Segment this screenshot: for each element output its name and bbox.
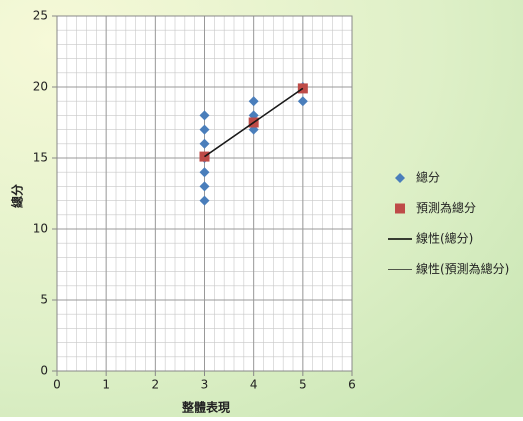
y-tick-label: 20 [33,80,48,94]
x-axis-label: 整體表現 [181,400,230,415]
diamond-marker [297,96,308,107]
diamond-marker [199,167,210,178]
x-tick-label: 0 [53,378,61,392]
legend-label: 總分 [416,170,440,185]
x-tick-label: 1 [102,378,110,392]
legend-label: 線性(總分) [416,231,473,246]
y-tick-label: 5 [40,293,48,307]
legend-label: 線性(預測為總分) [416,261,509,276]
x-tick-label: 3 [201,378,209,392]
diamond-marker [199,181,210,192]
x-tick-label: 2 [152,378,160,392]
diamond-marker [199,124,210,135]
y-tick-label: 10 [33,222,48,236]
y-axis-label: 總分 [10,184,25,208]
diamond-marker [395,173,405,183]
y-tick-label: 25 [33,9,48,23]
x-tick-label: 4 [250,378,258,392]
plot-border [56,15,353,372]
y-tick-label: 15 [33,151,48,165]
y-tick-label: 0 [40,364,48,378]
diamond-marker [199,110,210,121]
diamond-marker [248,96,259,107]
diamond-marker [199,195,210,206]
x-tick-label: 6 [348,378,356,392]
trendline [204,88,304,157]
diamond-marker [199,138,210,149]
x-tick-label: 5 [299,378,307,392]
legend-label: 預測為總分 [416,200,476,215]
square-marker [395,203,405,214]
